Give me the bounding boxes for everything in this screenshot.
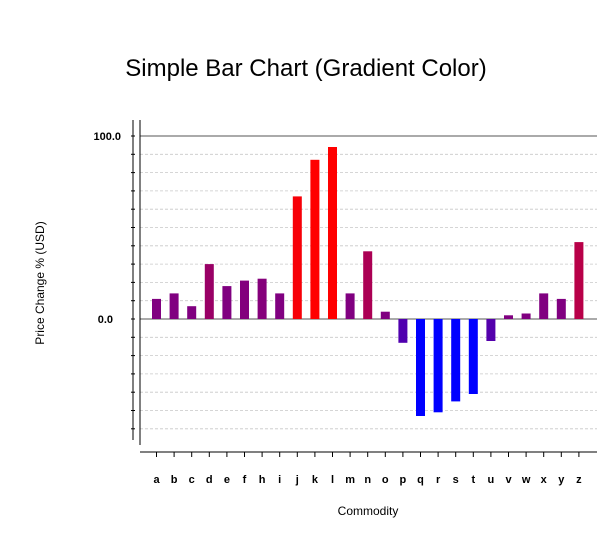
bar-f xyxy=(240,280,249,319)
bar-a xyxy=(152,298,161,319)
bars xyxy=(152,147,584,416)
bar-w xyxy=(521,313,531,319)
x-tick-label: t xyxy=(471,474,475,486)
x-tick-label: u xyxy=(488,474,495,486)
bar-d xyxy=(204,264,214,319)
axes xyxy=(132,120,597,453)
bar-j xyxy=(292,196,302,319)
x-tick-label: v xyxy=(505,474,512,486)
x-tick-label: d xyxy=(206,474,213,486)
bar-e xyxy=(222,286,232,319)
x-tick-label: c xyxy=(189,474,195,486)
bar-o xyxy=(380,311,390,319)
x-tick-label: f xyxy=(243,474,247,486)
bar-t xyxy=(468,319,478,394)
x-tick-label: z xyxy=(576,474,582,486)
y-axis-label: Price Change % (USD) xyxy=(33,221,47,344)
x-tick-label: x xyxy=(541,474,548,486)
bar-v xyxy=(504,315,513,319)
x-tick-label: o xyxy=(382,474,389,486)
bar-b xyxy=(169,293,179,319)
x-axis-label: Commodity xyxy=(338,504,399,518)
x-tick-label: e xyxy=(224,474,230,486)
bar-p xyxy=(398,319,408,343)
x-tick-label: k xyxy=(312,474,319,486)
x-tick-label: w xyxy=(521,474,531,486)
x-tick-label: j xyxy=(295,474,299,486)
x-tick-label: l xyxy=(331,474,334,486)
x-tick-label: a xyxy=(153,474,160,486)
x-tick-label: y xyxy=(558,474,565,486)
y-ticks: 100.0 0.0 xyxy=(93,131,121,326)
x-tick-label: b xyxy=(171,474,178,486)
bar-c xyxy=(187,306,197,319)
x-tick-label: p xyxy=(400,474,407,486)
bar-y xyxy=(556,298,566,319)
bar-x xyxy=(539,293,549,319)
x-tick-label: i xyxy=(278,474,281,486)
bar-k xyxy=(310,159,320,319)
bar-z xyxy=(574,242,584,319)
x-tick-label: m xyxy=(345,474,355,486)
bar-i xyxy=(275,293,285,319)
x-tick-label: q xyxy=(417,474,424,486)
chart-title: Simple Bar Chart (Gradient Color) xyxy=(125,55,486,82)
bar-u xyxy=(486,319,496,341)
y-tick-label: 100.0 xyxy=(93,131,121,143)
bar-n xyxy=(363,251,373,319)
x-tick-label: h xyxy=(259,474,266,486)
bar-h xyxy=(257,278,267,319)
x-tick-label: n xyxy=(364,474,371,486)
bar-l xyxy=(328,147,337,319)
bar-m xyxy=(345,293,355,319)
y-tick-label: 0.0 xyxy=(98,314,113,326)
bar-r xyxy=(433,319,443,413)
bar-q xyxy=(416,319,425,416)
x-tick-label: s xyxy=(453,474,459,486)
x-tick-label: r xyxy=(436,474,441,486)
bar-s xyxy=(451,319,461,402)
